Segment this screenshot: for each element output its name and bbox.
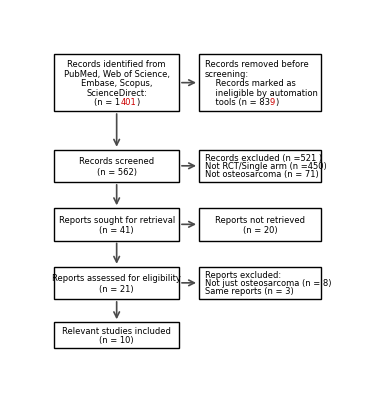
Bar [54, 150, 179, 182]
Text: (n = 562): (n = 562) [97, 168, 137, 177]
Text: Records screened: Records screened [79, 157, 154, 166]
Bar [54, 208, 179, 240]
Text: Records identified from: Records identified from [67, 60, 166, 69]
Text: Reports not retrieved: Reports not retrieved [215, 216, 305, 224]
Text: Not RCT/Single arm (n =450): Not RCT/Single arm (n =450) [205, 162, 326, 171]
Text: Embase, Scopus,: Embase, Scopus, [81, 79, 152, 88]
Text: Reports excluded:: Reports excluded: [205, 271, 281, 280]
Text: Not osteosarcoma (n = 71): Not osteosarcoma (n = 71) [205, 170, 318, 179]
Bar [54, 267, 179, 299]
Text: screening:: screening: [205, 70, 249, 79]
Text: Records removed before: Records removed before [205, 60, 308, 69]
Text: Not just osteosarcoma (n = 8): Not just osteosarcoma (n = 8) [205, 279, 331, 288]
Bar [199, 267, 321, 299]
Text: (n = 1: (n = 1 [94, 98, 120, 107]
Text: Reports assessed for eligibility: Reports assessed for eligibility [52, 274, 181, 283]
Text: 9: 9 [270, 98, 275, 107]
Bar [199, 150, 321, 182]
Bar [199, 208, 321, 240]
Text: Records marked as: Records marked as [205, 79, 295, 88]
Text: PubMed, Web of Science,: PubMed, Web of Science, [64, 70, 170, 79]
Text: (n = 10): (n = 10) [99, 336, 134, 345]
Text: tools (n = 83: tools (n = 83 [205, 98, 270, 107]
Text: Records excluded (n =521 ): Records excluded (n =521 ) [205, 154, 322, 163]
Bar [54, 322, 179, 348]
Text: ): ) [275, 98, 278, 107]
Text: ScienceDirect:: ScienceDirect: [86, 88, 147, 98]
Text: (n = 41): (n = 41) [99, 226, 134, 235]
Text: Same reports (n = 3): Same reports (n = 3) [205, 287, 293, 296]
Bar [54, 54, 179, 111]
Text: Reports sought for retrieval: Reports sought for retrieval [59, 216, 175, 224]
Text: ): ) [136, 98, 139, 107]
Text: Relevant studies included: Relevant studies included [62, 327, 171, 336]
Bar [199, 54, 321, 111]
Text: (n = 20): (n = 20) [243, 226, 277, 235]
Text: 401: 401 [120, 98, 136, 107]
Text: (n = 21): (n = 21) [99, 285, 134, 294]
Text: ineligible by automation: ineligible by automation [205, 88, 317, 98]
